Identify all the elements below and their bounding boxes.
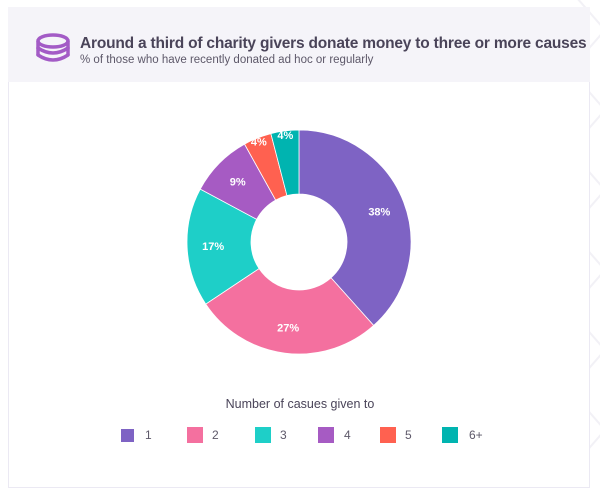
legend-swatch: [187, 427, 203, 443]
donut-label: 9%: [230, 177, 246, 189]
donut-segment-6plus: [270, 129, 300, 197]
legend-swatch: [255, 427, 271, 443]
donut-label: 38%: [368, 206, 390, 218]
coins-stack-icon: [36, 33, 70, 62]
donut-label: 27%: [277, 322, 299, 334]
legend-label: 1: [145, 428, 152, 442]
donut-label: 17%: [202, 241, 224, 253]
legend-swatch: [442, 427, 458, 443]
legend: 1 2 3 4 5 6+: [0, 425, 600, 445]
donut-segment-1: [298, 129, 412, 327]
legend-label: 2: [212, 428, 219, 442]
chart-header: Around a third of charity givers donate …: [8, 7, 590, 82]
donut-label: 4%: [251, 137, 267, 149]
chart-title: Around a third of charity givers donate …: [80, 35, 587, 52]
legend-label: 4: [344, 428, 351, 442]
donut-segment-3: [186, 188, 260, 305]
donut-label: 4%: [277, 130, 293, 142]
legend-swatch: [318, 427, 334, 443]
legend-label: 3: [280, 428, 287, 442]
legend-swatch: [121, 429, 134, 442]
legend-title: Number of casues given to: [225, 397, 375, 411]
legend-swatch: [380, 427, 396, 443]
chart-subtitle: % of those who have recently donated ad …: [80, 54, 374, 66]
legend-label: 6+: [469, 428, 483, 442]
legend-label: 5: [405, 428, 412, 442]
donut-segment-2: [205, 268, 375, 355]
